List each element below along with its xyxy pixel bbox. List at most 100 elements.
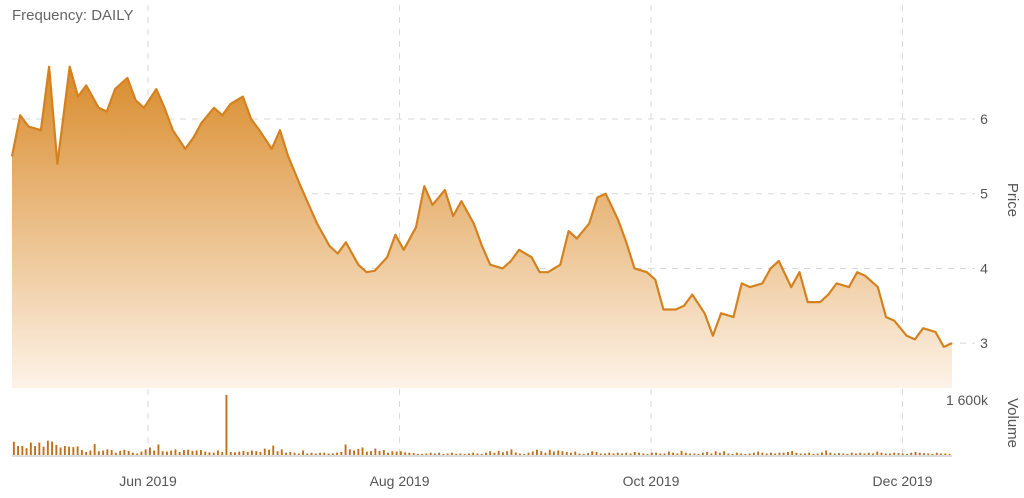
- volume-bar: [102, 450, 105, 455]
- volume-bar: [42, 446, 45, 455]
- volume-bar: [131, 452, 134, 455]
- volume-bar: [421, 453, 424, 455]
- volume-bar: [234, 452, 236, 455]
- volume-bar: [633, 452, 636, 455]
- volume-bar: [331, 453, 334, 455]
- volume-bar: [259, 452, 262, 455]
- volume-bar: [561, 451, 564, 455]
- volume-bar: [442, 453, 445, 455]
- volume-bar: [757, 451, 760, 455]
- volume-bar: [80, 450, 83, 455]
- volume-bar: [38, 442, 41, 455]
- volume-bar: [693, 453, 696, 455]
- volume-bar: [153, 450, 156, 455]
- volume-bar: [280, 449, 283, 455]
- volume-bar: [889, 453, 891, 455]
- volume-bar: [51, 441, 53, 455]
- volume-bar: [608, 452, 611, 455]
- volume-bar: [468, 453, 470, 455]
- volume-bar: [684, 452, 687, 455]
- volume-bar: [93, 444, 96, 455]
- volume-bar: [587, 453, 589, 455]
- volume-bar: [85, 452, 88, 455]
- volume-bar: [829, 452, 832, 455]
- volume-bar: [221, 452, 224, 455]
- volume-bar: [242, 450, 245, 455]
- volume-bar: [514, 452, 517, 455]
- volume-bar: [731, 453, 734, 455]
- volume-tick-label: 1 600k: [946, 392, 989, 408]
- price-line-layer: [10, 65, 953, 348]
- volume-bar: [710, 453, 713, 455]
- volume-bar: [55, 444, 58, 455]
- volume-bar: [293, 452, 296, 455]
- volume-bar: [25, 448, 28, 455]
- volume-bar: [323, 452, 326, 455]
- volume-bar: [255, 451, 258, 455]
- price-tick-label: 5: [980, 186, 988, 202]
- volume-bar: [489, 451, 492, 455]
- x-tick-label: Dec 2019: [873, 473, 933, 489]
- volume-bar: [812, 453, 815, 455]
- volume-bar: [914, 452, 917, 455]
- x-tick-label: Jun 2019: [119, 473, 177, 489]
- volume-bar: [787, 452, 789, 455]
- volume-bar: [876, 451, 879, 455]
- volume-bar: [544, 452, 547, 455]
- volume-bar: [127, 450, 130, 455]
- volume-bar: [429, 452, 432, 455]
- volume-bar: [906, 453, 908, 455]
- volume-bar: [842, 453, 845, 455]
- volume-bar: [697, 453, 700, 455]
- volume-bar: [114, 452, 117, 455]
- volume-bar: [689, 453, 691, 455]
- volume-bar: [59, 447, 62, 455]
- volume-bar: [774, 453, 777, 455]
- volume-bar: [591, 451, 594, 455]
- volume-bar: [76, 446, 79, 455]
- volume-bar: [455, 453, 458, 455]
- volume-bar: [778, 452, 781, 455]
- volume-bar: [144, 449, 147, 455]
- volume-bar: [578, 453, 581, 455]
- volume-bar: [174, 449, 177, 455]
- volume-bar: [540, 451, 543, 455]
- volume-bar: [263, 448, 266, 455]
- volume-bar: [901, 453, 904, 455]
- volume-bar: [493, 452, 496, 455]
- volume-bar: [140, 451, 143, 455]
- volume-bar: [251, 450, 253, 455]
- volume-bar: [97, 451, 100, 455]
- volume-bar: [425, 453, 428, 455]
- volume-bar: [727, 453, 730, 455]
- volume-bar: [497, 450, 500, 455]
- volume-bar: [166, 451, 168, 455]
- volume-bar: [34, 446, 36, 455]
- volume-bar: [217, 450, 219, 455]
- volume-bar: [676, 453, 679, 455]
- volume-bar: [927, 453, 930, 455]
- volume-bar: [557, 450, 560, 455]
- volume-bar: [782, 452, 785, 455]
- volume-bar: [157, 444, 160, 455]
- volume-bar: [12, 441, 15, 455]
- volume-bar: [706, 452, 709, 455]
- volume-bar: [89, 450, 92, 455]
- volume-bar: [510, 449, 513, 455]
- volume-bar: [821, 452, 823, 455]
- volume-bar: [123, 449, 126, 455]
- volume-bar: [225, 394, 228, 455]
- volume-bar: [297, 453, 300, 455]
- volume-bar: [667, 451, 670, 455]
- volume-bar: [416, 453, 419, 455]
- volume-bar: [846, 453, 849, 455]
- volume-bar: [68, 446, 70, 455]
- volume-bar: [935, 452, 938, 455]
- volume-bar: [272, 445, 275, 455]
- volume-bar: [353, 450, 355, 455]
- volume-bar: [200, 450, 202, 455]
- volume-bar: [310, 452, 313, 455]
- volume-bar: [285, 452, 287, 455]
- volume-bar: [748, 453, 751, 455]
- price-tick-label: 3: [980, 335, 988, 351]
